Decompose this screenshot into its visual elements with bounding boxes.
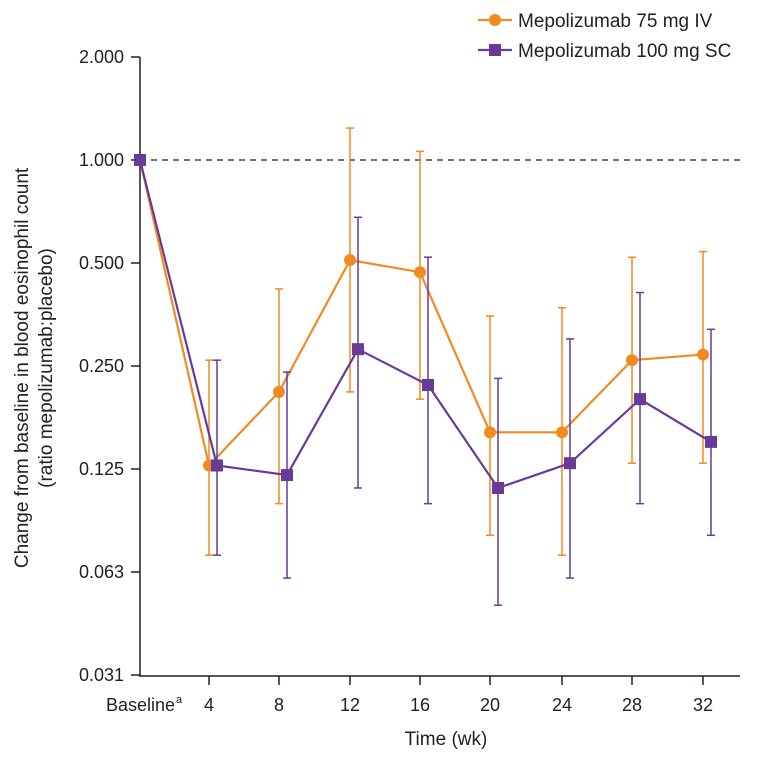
y-tick-label: 0.031 xyxy=(79,665,124,685)
series-line xyxy=(138,159,712,490)
legend-label: Mepolizumab 75 mg IV xyxy=(518,11,713,32)
x-tick-label: Baseline xyxy=(106,695,175,715)
series-sc xyxy=(134,154,717,606)
data-point xyxy=(211,459,223,472)
x-tick-label: 32 xyxy=(693,695,713,715)
data-point xyxy=(556,426,568,439)
data-point xyxy=(484,426,496,439)
plot-area xyxy=(134,127,717,606)
legend-marker xyxy=(489,14,501,26)
data-point xyxy=(626,354,638,367)
y-tick-label: 0.250 xyxy=(79,356,124,376)
x-axis-label: Time (wk) xyxy=(405,729,488,750)
data-point xyxy=(705,435,717,448)
y-axis-label-line2: (ratio mepolizumab:placebo) xyxy=(36,248,57,488)
x-tick-superscript: a xyxy=(176,694,183,706)
y-tick-label: 0.500 xyxy=(79,253,124,273)
data-point xyxy=(697,348,709,361)
x-tick-label: 24 xyxy=(552,695,572,715)
x-tick-label: 12 xyxy=(340,695,360,715)
x-tick-label: 4 xyxy=(204,695,214,715)
legend-label: Mepolizumab 100 mg SC xyxy=(518,41,731,62)
legend: Mepolizumab 75 mg IV Mepolizumab 100 mg S… xyxy=(478,11,731,62)
data-point xyxy=(134,154,146,166)
data-point xyxy=(422,378,434,391)
x-tick-label: 16 xyxy=(410,695,430,715)
data-point xyxy=(564,457,576,470)
y-tick-label: 0.063 xyxy=(79,562,124,582)
data-point xyxy=(634,393,646,406)
y-tick-label: 1.000 xyxy=(79,150,124,170)
data-point xyxy=(281,469,293,482)
y-tick-label: 0.125 xyxy=(79,459,124,479)
x-tick-label: 20 xyxy=(480,695,500,715)
x-tick-label: 8 xyxy=(274,695,284,715)
data-point xyxy=(344,254,356,267)
legend-marker xyxy=(489,44,501,56)
series-iv xyxy=(134,127,709,556)
data-point xyxy=(273,385,285,398)
y-axis-label-line1: Change from baseline in blood eosinophil… xyxy=(12,167,33,568)
x-tick-label: 28 xyxy=(622,695,642,715)
data-point xyxy=(492,481,504,494)
data-point xyxy=(414,266,426,279)
axes: 2.000 1.000 0.500 0.250 0.125 0.063 0.031 Basel… xyxy=(79,47,740,715)
data-point xyxy=(352,343,364,356)
y-tick-label: 2.000 xyxy=(79,47,124,67)
